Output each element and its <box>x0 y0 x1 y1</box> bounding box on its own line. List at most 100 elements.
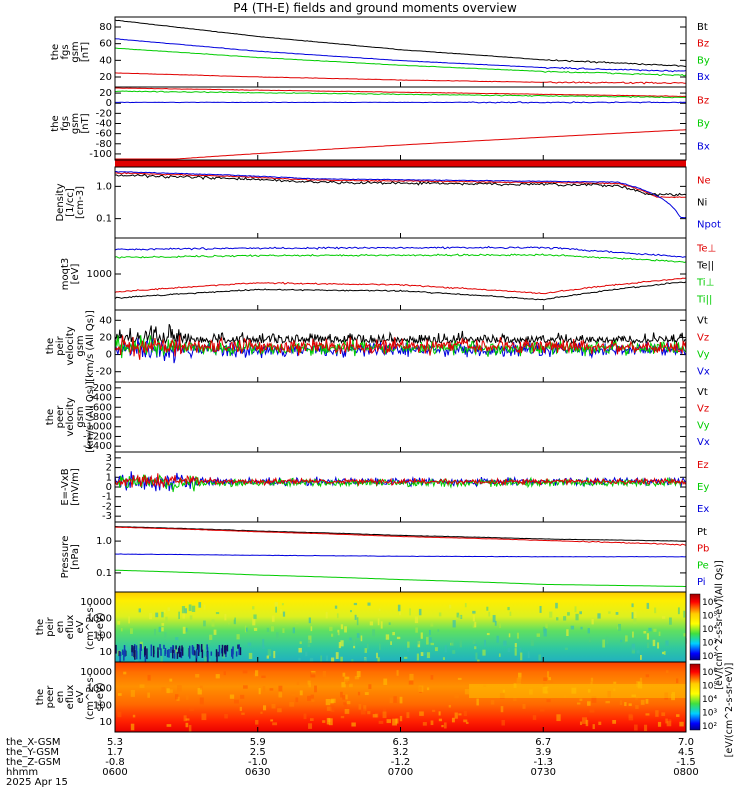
ylabel-line: sr-eV) <box>95 612 106 641</box>
legend-entry: Vy <box>697 420 710 431</box>
ytick-label: 40 <box>99 315 112 326</box>
spec-pixel <box>351 722 356 727</box>
spec-pixel <box>499 622 501 628</box>
spec-pixel <box>474 643 477 648</box>
spec-pixel <box>322 720 326 723</box>
spec-pixel <box>210 651 213 656</box>
legend-entry: Ez <box>697 460 709 471</box>
spec-pixel <box>266 655 269 659</box>
spec-pixel <box>632 631 634 638</box>
spec-pixel <box>180 648 183 659</box>
ephemeris-value: 2.5 <box>250 747 266 758</box>
spec-pixel <box>344 708 350 714</box>
ephemeris-label: the_X-GSM <box>6 737 60 748</box>
spec-pixel <box>166 724 172 727</box>
spec-pixel <box>639 677 643 684</box>
spec-pixel <box>154 628 156 636</box>
ylabel-line: the <box>35 689 46 705</box>
spec-pixel <box>613 681 617 684</box>
spec-pixel <box>448 604 452 609</box>
ytick-label: -800 <box>89 412 112 423</box>
ephemeris-value: 0730 <box>531 767 556 778</box>
spec-pixel <box>591 618 594 625</box>
series-line-Te-perp <box>114 277 687 295</box>
spec-pixel <box>193 650 196 656</box>
spec-pixel <box>208 678 214 681</box>
spec-pixel <box>237 644 239 649</box>
spec-pixel <box>545 623 548 629</box>
ytick-label: -40 <box>96 119 112 130</box>
spec-pixel <box>386 719 391 724</box>
spec-pixel <box>161 627 164 632</box>
spec-pixel <box>160 655 163 663</box>
spec-pixel <box>367 643 369 650</box>
spec-pixel <box>380 621 383 629</box>
spec-pixel <box>201 713 207 721</box>
spec-pixel <box>172 645 174 650</box>
spec-pixel <box>272 722 278 726</box>
spec-pixel <box>177 685 182 692</box>
spec-pixel <box>282 611 286 617</box>
ytick-label: 2 <box>106 463 112 474</box>
legend-entry: Vx <box>697 367 710 378</box>
spec-pixel <box>501 719 505 726</box>
spec-pixel <box>392 718 397 726</box>
spec-pixel <box>587 701 591 706</box>
spec-pixel <box>406 712 410 719</box>
ephemeris-value: 4.5 <box>678 747 694 758</box>
spec-pixel <box>423 651 426 656</box>
spec-pixel <box>657 721 662 727</box>
ytick-label: 100 <box>93 700 112 711</box>
ytick-label: 0 <box>106 350 112 361</box>
legend-entry: Vz <box>697 404 709 415</box>
spec-pixel <box>643 631 647 634</box>
spec-pixel <box>240 694 245 699</box>
spec-pixel <box>443 722 447 729</box>
ytick-label: 1000 <box>87 269 112 280</box>
series-line-Bx-flat <box>115 101 687 104</box>
ephemeris-value: 3.9 <box>535 747 551 758</box>
spec-pixel <box>356 633 360 638</box>
ytick-label: 100 <box>93 630 112 641</box>
spec-pixel <box>310 626 313 632</box>
panel-frame <box>114 86 687 161</box>
spec-pixel <box>518 672 522 680</box>
legend-entry: Ti⊥ <box>696 278 714 289</box>
spec-pixel <box>195 674 200 678</box>
spec-pixel <box>420 632 423 639</box>
quality-flag-bar <box>115 160 686 167</box>
spec-pixel <box>676 678 679 684</box>
spec-pixel <box>168 648 170 658</box>
panel-frame <box>114 166 687 239</box>
spec-pixel <box>463 719 468 723</box>
spec-pixel <box>325 655 329 661</box>
spec-pixel <box>500 706 504 713</box>
spec-pixel <box>574 606 577 613</box>
spec-pixel <box>422 722 427 726</box>
colorbar-tick: 10² <box>702 722 717 732</box>
spec-pixel <box>196 649 198 659</box>
spec-pixel <box>665 670 669 673</box>
spec-pixel <box>472 639 476 644</box>
spec-pixel <box>271 615 275 622</box>
spec-pixel <box>235 651 238 657</box>
spec-pixel <box>224 714 228 719</box>
spec-pixel <box>634 611 637 619</box>
spec-pixel <box>519 647 522 655</box>
spec-pixel <box>492 615 496 623</box>
spec-pixel <box>358 704 362 710</box>
ephemeris-value: -1.2 <box>391 757 411 768</box>
ephemeris-value: 3.2 <box>393 747 409 758</box>
spec-pixel <box>178 611 180 620</box>
spec-pixel <box>213 629 217 635</box>
spec-pixel <box>538 654 541 661</box>
ephemeris-value: 7.0 <box>678 737 694 748</box>
spec-pixel <box>138 608 141 613</box>
spec-pixel <box>464 689 470 695</box>
panel-ylabel-pressure: Pressure [nPa] <box>60 536 81 579</box>
spec-pixel <box>661 712 666 716</box>
series-line-Ez <box>114 473 687 488</box>
spec-pixel <box>628 703 632 706</box>
spec-pixel <box>496 635 499 643</box>
spec-pixel <box>454 693 459 699</box>
